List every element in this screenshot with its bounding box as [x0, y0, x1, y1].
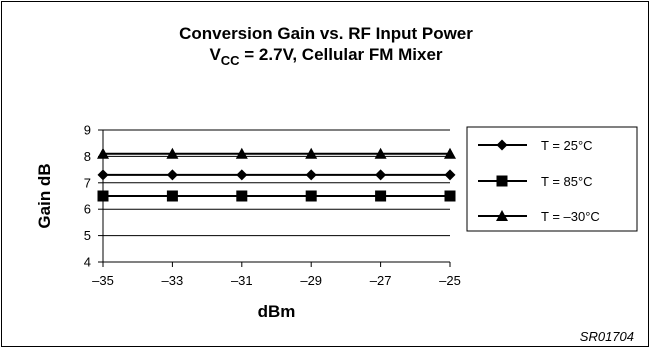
subtitle-prefix: V: [209, 45, 221, 64]
series-2-point: [305, 190, 317, 202]
legend-marker-2: [496, 175, 508, 187]
series-1-point: [236, 169, 248, 181]
x-tick-label: –29: [300, 273, 322, 288]
series-3-point: [374, 147, 387, 159]
series-2-point: [236, 190, 248, 202]
legend: T = 25°C T = 85°C T = –30°C: [466, 126, 638, 232]
x-tick-label: –25: [439, 273, 461, 288]
series-1-point: [444, 169, 456, 181]
legend-label-3: T = –30°C: [541, 209, 600, 224]
legend-box: [466, 126, 638, 232]
series-2-point: [375, 190, 387, 202]
series-3-point: [235, 147, 248, 159]
y-tick-label: 9: [84, 123, 91, 138]
plot-area: 4 5 6 7 8 9 –35 –33 –31 –29 –27 –25: [84, 123, 461, 289]
subtitle-subscript: CC: [220, 53, 240, 68]
series-1-point: [375, 169, 387, 181]
chart-title: Conversion Gain vs. RF Input Power: [179, 24, 473, 43]
chart-subtitle: VCC = 2.7V, Cellular FM Mixer: [0, 45, 652, 68]
x-tick-label: –35: [92, 273, 114, 288]
series-3-point: [166, 147, 179, 159]
series-3-point: [444, 147, 456, 159]
x-tick-label: –27: [370, 273, 392, 288]
series-2-point: [166, 190, 178, 202]
series-3-point: [305, 147, 318, 159]
series-1-point: [305, 169, 317, 181]
x-tick-label: –33: [162, 273, 184, 288]
series-1-point: [97, 169, 109, 181]
figure-code: SR01704: [580, 329, 634, 344]
series-3-point: [97, 147, 109, 159]
legend-marker-3: [496, 210, 508, 221]
series-2-point: [444, 190, 456, 202]
legend-label-1: T = 25°C: [541, 138, 593, 153]
y-tick-label: 6: [84, 202, 91, 217]
y-tick-label: 8: [84, 149, 91, 164]
y-tick-label: 7: [84, 175, 91, 190]
y-tick-label: 4: [84, 255, 91, 270]
series-2-point: [97, 190, 109, 202]
x-axis-title: dBm: [258, 302, 296, 321]
subtitle-rest: = 2.7V, Cellular FM Mixer: [239, 45, 443, 64]
legend-marker-1: [496, 139, 508, 151]
series-1-point: [166, 169, 178, 181]
y-axis-title: Gain dB: [35, 163, 54, 228]
y-tick-label: 5: [84, 228, 91, 243]
legend-label-2: T = 85°C: [541, 174, 593, 189]
x-tick-label: –31: [231, 273, 253, 288]
